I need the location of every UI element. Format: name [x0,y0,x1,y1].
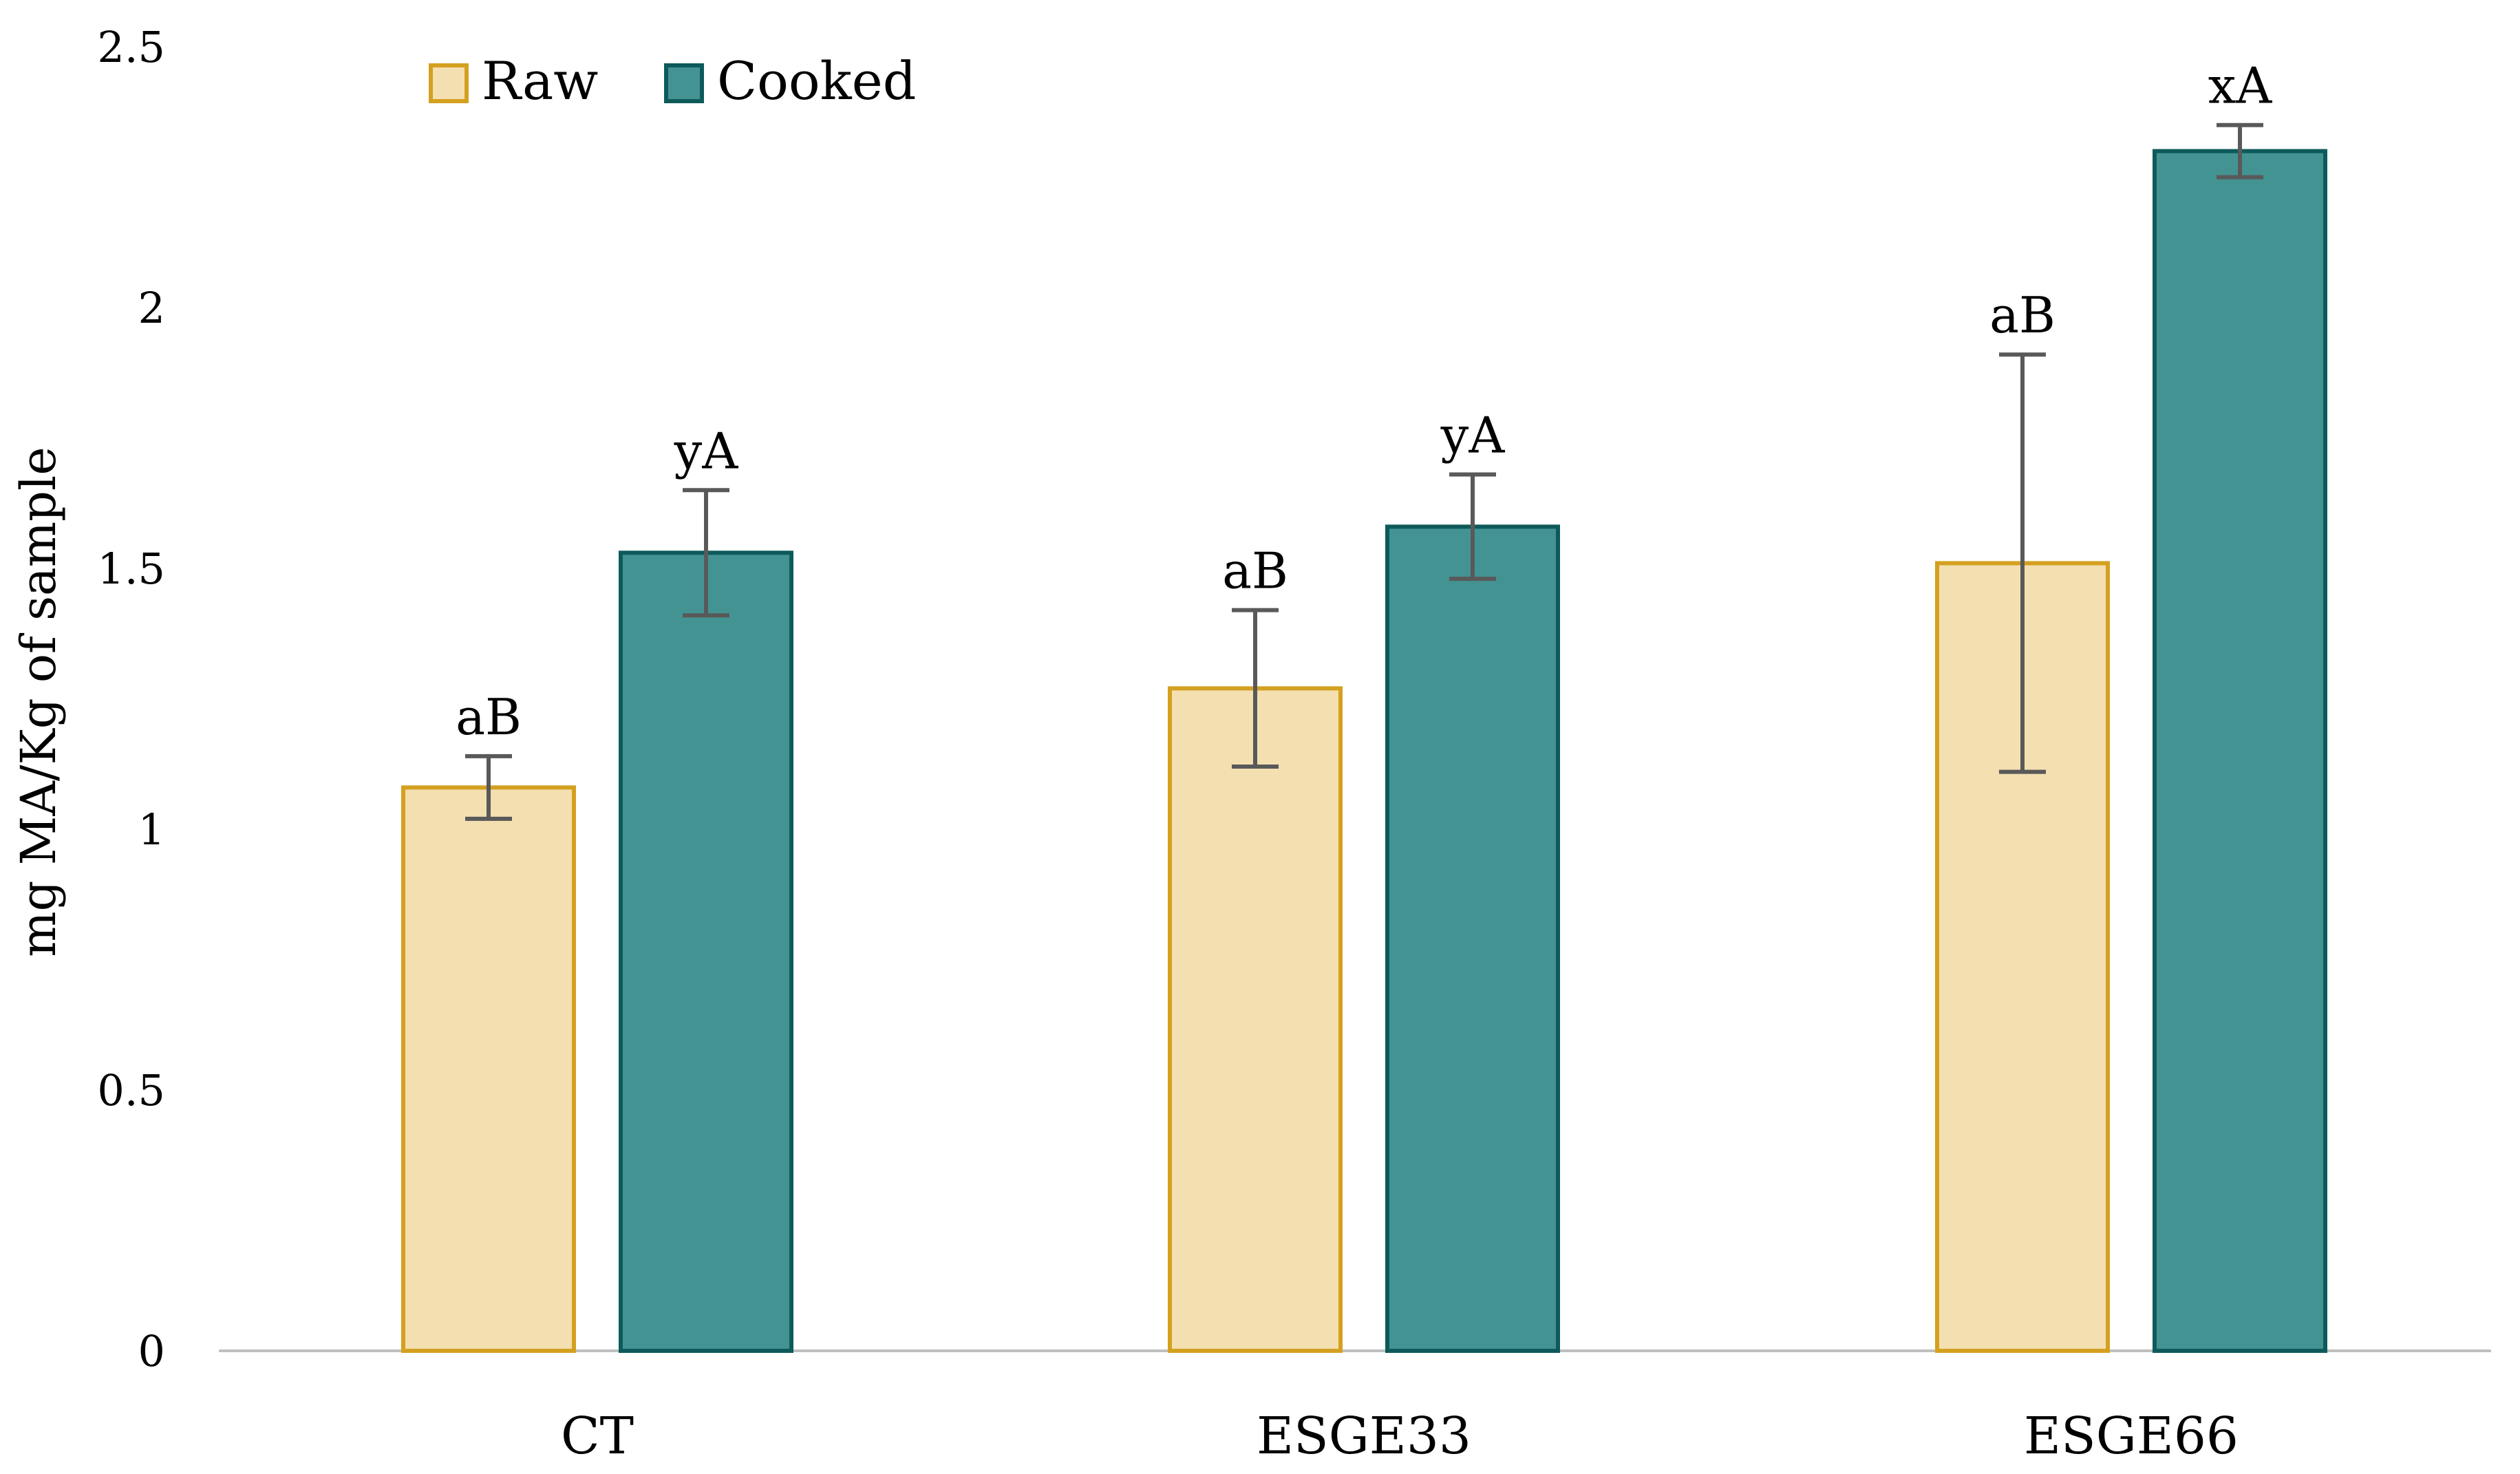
y-axis-ticks: 0 0.5 1 1.5 2 2.5 [97,22,165,1376]
bar-cooked-esge33 [1385,524,1560,1353]
error-bars-group [465,122,2263,821]
legend-swatch-raw [429,63,469,103]
error-bar-cooked-esge33 [1449,472,1496,581]
legend-item-raw: Raw [429,50,598,111]
bar-annotations-group: aB yA aB yA aB xA [456,57,2272,746]
legend-swatch-cooked [664,63,704,103]
y-tick-label: 2.5 [97,22,165,72]
error-bar-cooked-ct [683,488,729,618]
x-category-label: ESGE66 [2024,1407,2239,1466]
y-tick-label: 0 [138,1326,165,1376]
error-bar-cooked-esge66 [2217,122,2263,180]
bar-annotation: aB [1989,286,2055,344]
x-category-label: CT [561,1407,634,1466]
error-bar-raw-esge33 [1232,608,1279,769]
bar-raw-esge33 [1168,686,1343,1353]
error-bar-raw-ct [465,754,512,821]
bar-annotation: xA [2208,57,2273,115]
bars-group [401,149,2327,1354]
bar-raw-ct [401,785,576,1353]
x-category-label: ESGE33 [1257,1407,1471,1466]
bar-annotation: aB [1222,542,1288,600]
error-bar-raw-esge66 [1999,352,2046,774]
y-tick-label: 1 [138,804,165,855]
bar-annotation: yA [1440,407,1506,464]
legend-label-raw: Raw [482,50,598,111]
bar-annotation: aB [456,688,522,746]
bar-annotation: yA [674,422,739,480]
y-axis-title: mg MA/Kg of sample [10,447,67,957]
legend: Raw Cooked [429,50,916,111]
bar-cooked-esge66 [2153,149,2327,1354]
y-tick-label: 1.5 [97,544,165,594]
y-tick-label: 0.5 [97,1065,165,1115]
legend-item-cooked: Cooked [664,50,916,111]
bar-cooked-ct [619,551,793,1353]
x-axis-categories: CT ESGE33 ESGE66 [561,1407,2239,1466]
legend-label-cooked: Cooked [717,50,916,111]
y-tick-label: 2 [138,283,165,333]
